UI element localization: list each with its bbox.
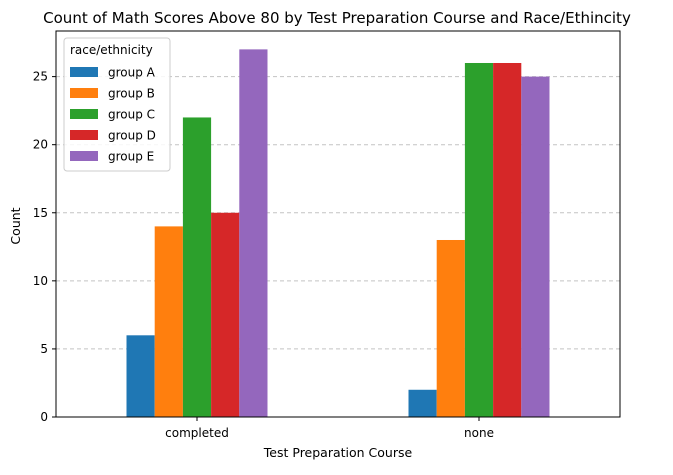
y-axis-ticks: 0 5 10 15 20 25 bbox=[33, 70, 56, 424]
y-tick-label: 0 bbox=[40, 410, 48, 424]
legend-swatch bbox=[70, 151, 98, 161]
legend-entry-label: group D bbox=[108, 129, 156, 143]
bar-group-b-none bbox=[436, 239, 465, 417]
bar-group-a-completed bbox=[126, 335, 155, 417]
y-tick-label: 20 bbox=[33, 138, 48, 152]
legend-title: race/ethnicity bbox=[70, 43, 153, 57]
y-tick-label: 5 bbox=[40, 342, 48, 356]
legend-swatch bbox=[70, 109, 98, 119]
x-tick-label: completed bbox=[165, 426, 229, 440]
x-axis-ticks: completed none bbox=[165, 417, 494, 440]
bar-group-d-completed bbox=[211, 212, 240, 417]
bar-group-b-completed bbox=[154, 226, 183, 417]
legend-entry-label: group B bbox=[108, 87, 155, 101]
bar-group-d-none bbox=[493, 62, 522, 418]
x-tick-label: none bbox=[464, 426, 494, 440]
legend-entry-label: group A bbox=[108, 66, 156, 80]
legend-entry-label: group C bbox=[108, 108, 155, 122]
bar-group-e-none bbox=[521, 76, 550, 417]
y-tick-label: 10 bbox=[33, 274, 48, 288]
bar-group-e-completed bbox=[239, 49, 268, 417]
y-axis-label: Count bbox=[8, 207, 23, 244]
bar-group-c-completed bbox=[182, 117, 212, 417]
plot-frame bbox=[55, 30, 621, 418]
chart-title: Count of Math Scores Above 80 by Test Pr… bbox=[43, 9, 631, 27]
y-tick-label: 15 bbox=[33, 206, 48, 220]
y-tick-label: 25 bbox=[33, 70, 48, 84]
bar-group-c-none bbox=[464, 62, 494, 418]
bars bbox=[126, 49, 550, 418]
legend-entry-label: group E bbox=[108, 150, 154, 164]
x-axis-label: Test Preparation Course bbox=[263, 445, 413, 460]
legend-swatch bbox=[70, 88, 98, 98]
legend-swatch bbox=[70, 67, 98, 77]
legend-swatch bbox=[70, 130, 98, 140]
bar-group-a-none bbox=[408, 389, 437, 417]
legend-entries: group A group B group C group D group E bbox=[70, 66, 156, 164]
